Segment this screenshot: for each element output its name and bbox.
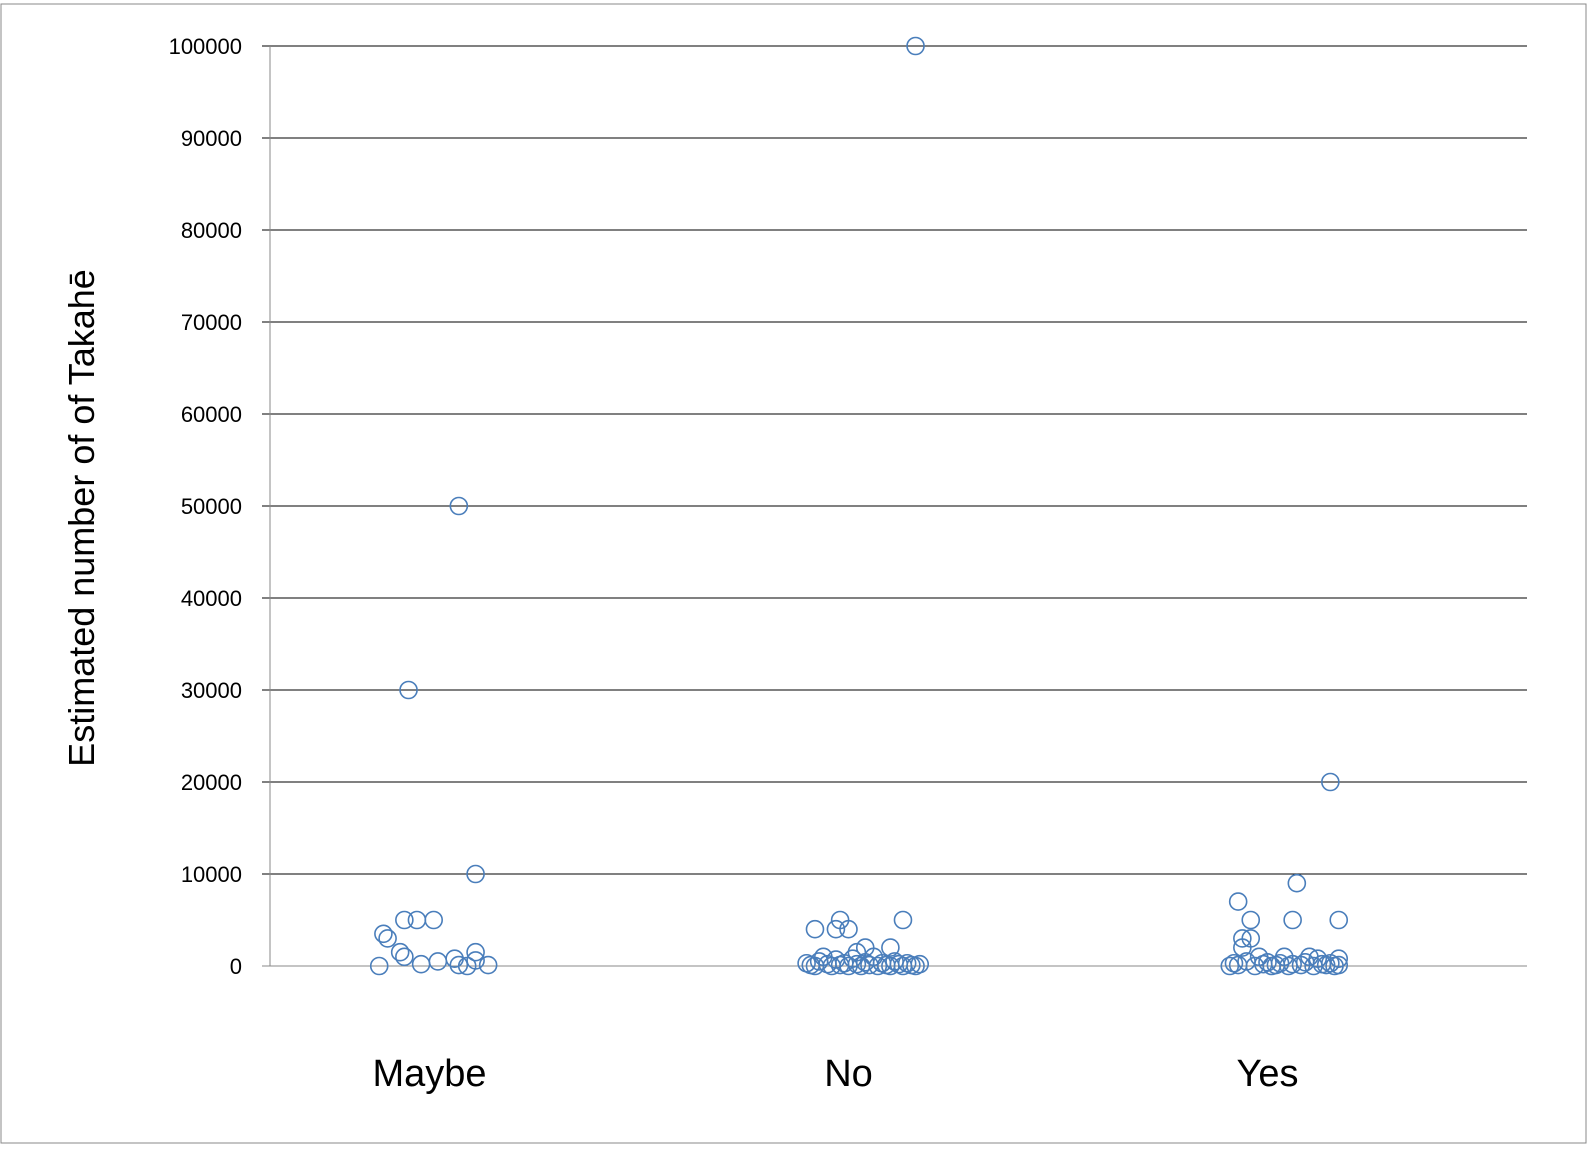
data-point	[1228, 892, 1248, 911]
x-category-labels: Maybe No Yes	[372, 1053, 1298, 1095]
data-point	[1283, 954, 1302, 974]
data-point	[449, 496, 469, 516]
y-tick-label: 40000	[181, 586, 242, 611]
data-point	[1270, 953, 1290, 973]
data-point	[1287, 873, 1307, 893]
data-point	[839, 919, 858, 939]
data-point	[374, 924, 393, 944]
x-category-label: Maybe	[372, 1053, 486, 1095]
data-point	[1258, 953, 1277, 972]
x-category-label: Yes	[1237, 1053, 1299, 1095]
data-point	[1283, 910, 1302, 930]
data-point	[369, 956, 389, 976]
data-point	[449, 955, 469, 975]
data-point	[378, 929, 397, 948]
data-point	[1233, 929, 1252, 948]
data-point	[424, 910, 443, 930]
y-tick-labels: 0 10000 20000 30000 40000 50000 60000 70000 8000…	[169, 34, 242, 979]
data-point	[466, 864, 485, 884]
data-point	[395, 910, 414, 930]
data-point	[881, 938, 900, 957]
x-category-label: No	[824, 1053, 873, 1095]
data-point	[1321, 772, 1340, 792]
data-point	[1291, 955, 1311, 975]
data-point	[910, 954, 930, 974]
y-tick-label: 90000	[181, 126, 242, 151]
data-point	[395, 947, 414, 967]
y-tick-label: 70000	[181, 310, 242, 335]
data-point	[1321, 953, 1340, 973]
y-tick-label: 10000	[181, 862, 242, 887]
y-tick-label: 20000	[181, 770, 242, 795]
y-axis-title: Estimated number of of Takahē	[61, 269, 102, 767]
data-point	[399, 680, 418, 700]
data-point	[1220, 956, 1240, 976]
y-tick-label: 60000	[181, 402, 242, 427]
data-point	[1233, 938, 1252, 957]
data-point	[906, 36, 925, 56]
data-point	[390, 942, 410, 962]
data-point	[478, 955, 498, 975]
y-tick-label: 50000	[181, 494, 242, 519]
data-point	[466, 942, 485, 962]
y-tick-label: 0	[230, 954, 242, 979]
y-tick-label: 30000	[181, 678, 242, 703]
data-point	[805, 919, 825, 939]
chart-border	[0, 3, 1587, 1144]
data-point	[1329, 910, 1349, 930]
data-point	[893, 910, 913, 930]
data-point	[1241, 910, 1261, 930]
y-tick-label: 100000	[169, 34, 242, 59]
data-point	[826, 919, 846, 939]
gridlines	[262, 45, 1527, 967]
data-point	[868, 956, 888, 976]
data-point	[1329, 955, 1349, 975]
y-tick-label: 80000	[181, 218, 242, 243]
data-point	[466, 951, 485, 970]
data-points	[369, 36, 1349, 976]
